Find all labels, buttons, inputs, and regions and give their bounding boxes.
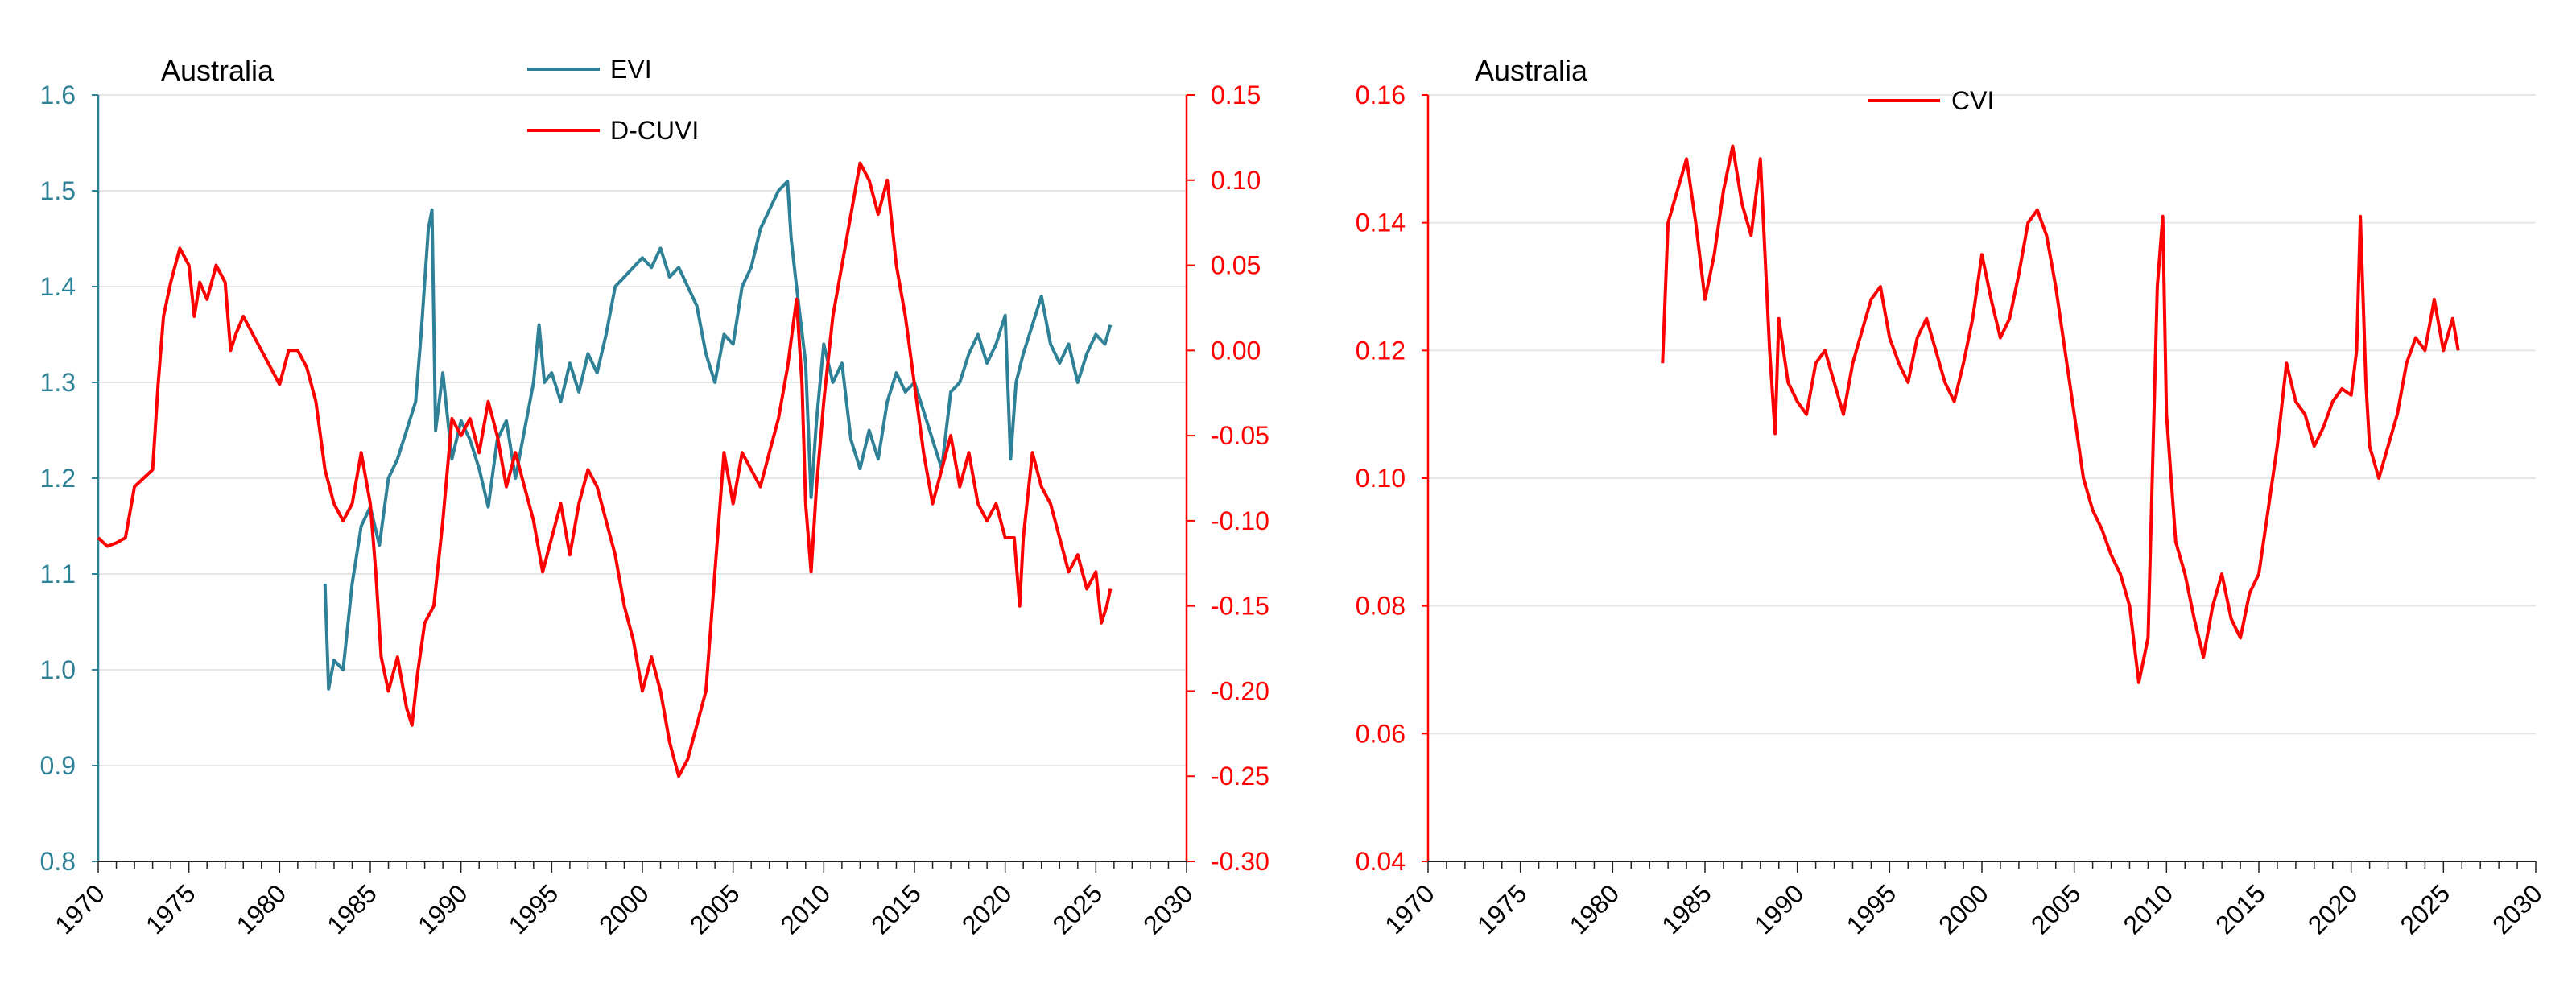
y-left-tick-label: 1.2 <box>40 464 76 493</box>
x-tick-label: 1975 <box>140 878 201 940</box>
x-tick-label: 2005 <box>684 878 745 940</box>
y-right-tick-label: 0.00 <box>1211 336 1261 365</box>
y-left-tick-label: 1.1 <box>40 560 76 588</box>
x-tick-label: 2025 <box>2394 878 2455 940</box>
y-right-tick-label: 0.05 <box>1211 251 1261 280</box>
x-tick-label: 2025 <box>1046 878 1108 940</box>
x-tick-label: 2000 <box>1933 878 1994 940</box>
x-tick-label: 1980 <box>1563 878 1624 940</box>
y-left-tick-label: 0.06 <box>1356 719 1406 748</box>
y-left-tick-label: 0.14 <box>1356 209 1406 237</box>
x-tick-label: 1970 <box>49 878 110 940</box>
series-line-evi <box>323 180 1113 691</box>
y-right-tick-label: -0.25 <box>1211 762 1269 791</box>
chart-title: Australia <box>161 54 275 87</box>
legend-label: D-CUVI <box>610 116 699 145</box>
y-right-tick-label: -0.30 <box>1211 847 1269 876</box>
left-chart: 0.8 0.9 1.0 1.1 1.2 1.3 1.4 1.5 1.6 0.15 0.10 0.05 0… <box>40 54 1269 940</box>
x-tick-label: 1975 <box>1472 878 1533 940</box>
x-tick-label: 1970 <box>1379 878 1440 940</box>
y-right-tick-label: -0.10 <box>1211 506 1269 535</box>
x-tick-label: 1985 <box>321 878 382 940</box>
x-tick-label: 2010 <box>774 878 836 940</box>
y-left-tick-label: 0.16 <box>1356 81 1406 109</box>
x-tick-label: 1985 <box>1656 878 1717 940</box>
y-left-tick-label: 1.4 <box>40 272 76 301</box>
y-left-tick-label: 0.9 <box>40 751 76 780</box>
x-tick-label: 2010 <box>2117 878 2178 940</box>
x-tick-label: 2030 <box>1137 878 1199 940</box>
x-tick-label: 2015 <box>2210 878 2271 940</box>
x-tick-label: 1995 <box>502 878 564 940</box>
y-left-tick-label: 1.3 <box>40 368 76 397</box>
legend-label: EVI <box>610 55 652 84</box>
chart-title: Australia <box>1475 54 1588 87</box>
x-tick-label: 2000 <box>593 878 654 940</box>
y-right-tick-label: -0.05 <box>1211 421 1269 450</box>
y-left-tick-label: 1.6 <box>40 81 76 109</box>
x-tick-label: 1990 <box>412 878 473 940</box>
series-line-cvi <box>1661 144 2460 684</box>
y-left-tick-label: 0.04 <box>1356 847 1406 876</box>
legend-label: CVI <box>1951 86 1994 115</box>
x-tick-label: 2005 <box>2025 878 2087 940</box>
y-left-tick-label: 0.8 <box>40 847 76 876</box>
y-right-tick-label: 0.15 <box>1211 81 1261 109</box>
x-tick-label: 1995 <box>1840 878 1901 940</box>
right-chart: 0.04 0.06 0.08 0.10 0.12 0.14 0.16 1970 1975 1980… <box>1356 54 2548 940</box>
y-left-tick-label: 0.12 <box>1356 336 1406 365</box>
x-tick-label: 2030 <box>2487 878 2548 940</box>
y-left-tick-label: 1.5 <box>40 176 76 205</box>
x-tick-label: 1980 <box>230 878 291 940</box>
x-tick-label: 1990 <box>1748 878 1810 940</box>
y-left-tick-label: 1.0 <box>40 655 76 684</box>
y-right-tick-label: -0.20 <box>1211 676 1269 705</box>
x-tick-label: 2015 <box>865 878 927 940</box>
x-tick-label: 2020 <box>956 878 1018 940</box>
y-left-tick-label: 0.10 <box>1356 464 1406 493</box>
y-right-tick-label: -0.15 <box>1211 592 1269 621</box>
x-tick-label: 2020 <box>2302 878 2363 940</box>
series-line-d-cuvi <box>97 161 1113 778</box>
y-left-tick-label: 0.08 <box>1356 592 1406 621</box>
y-right-tick-label: 0.10 <box>1211 166 1261 195</box>
